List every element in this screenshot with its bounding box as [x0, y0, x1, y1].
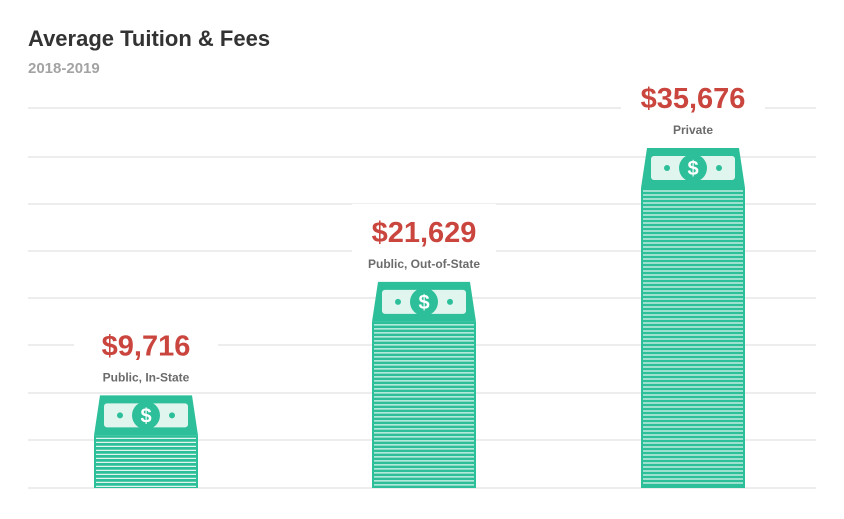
bill-dot	[664, 165, 670, 171]
svg-text:$: $	[140, 405, 151, 427]
bill-dot	[716, 165, 722, 171]
bill-dot	[395, 298, 401, 305]
svg-text:$: $	[418, 292, 429, 314]
value-label: $21,629	[372, 217, 477, 249]
category-label: Public, Out-of-State	[368, 257, 480, 271]
label-backdrop	[621, 70, 765, 136]
bill-dot	[117, 412, 123, 419]
bill-dot	[447, 298, 453, 305]
value-label: $9,716	[102, 330, 191, 362]
category-label: Public, In-State	[103, 370, 190, 384]
dollar-bill-icon: $	[410, 287, 438, 316]
svg-text:$: $	[687, 158, 698, 180]
dollar-bill-icon: $	[132, 401, 160, 430]
bar-stack	[641, 188, 745, 488]
bar-2: $ $21,629 Public, Out-of-State	[352, 203, 496, 488]
category-label: Private	[673, 123, 713, 137]
bar-1: $ $9,716 Public, In-State	[74, 317, 218, 488]
chart-title: Average Tuition & Fees	[28, 26, 271, 51]
chart-subtitle: 2018-2019	[28, 60, 100, 77]
value-label: $35,676	[641, 83, 746, 115]
bill-dot	[169, 412, 175, 419]
bar-stack	[94, 435, 198, 488]
bar-3: $ $35,676 Private	[621, 70, 765, 488]
dollar-bill-icon: $	[679, 154, 707, 182]
label-backdrop	[352, 203, 496, 270]
label-backdrop	[74, 317, 218, 384]
